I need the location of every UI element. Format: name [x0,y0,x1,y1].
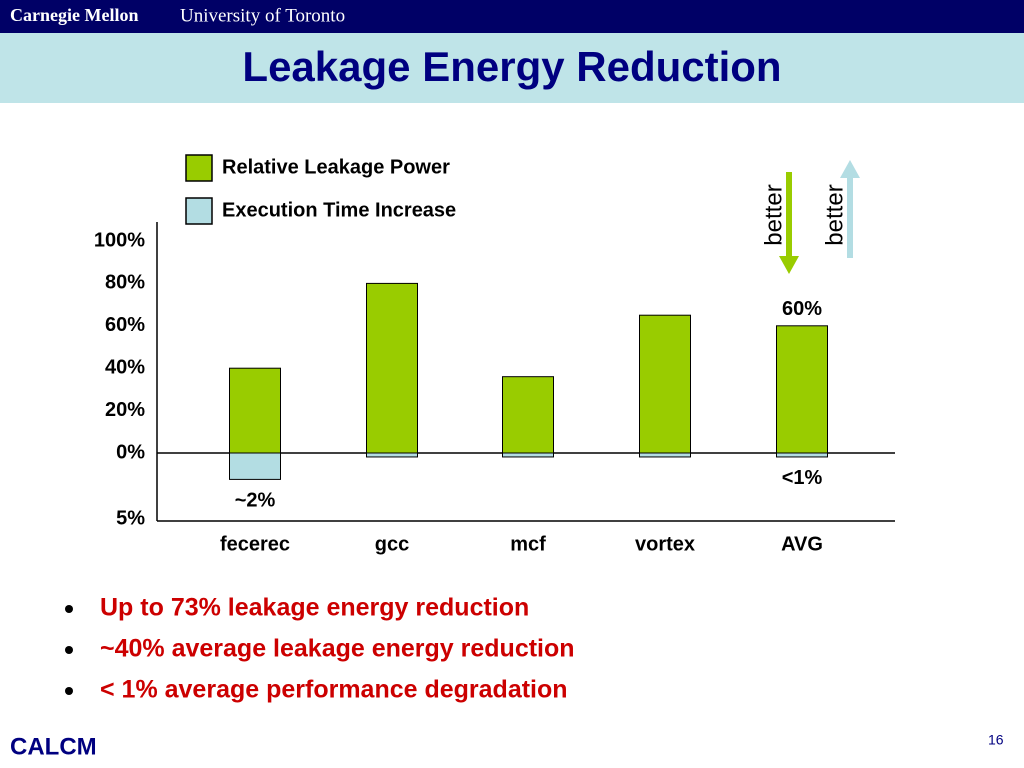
bar [776,452,828,458]
bullet: Up to 73% leakage energy reduction [100,594,529,622]
page-number: 16 [988,732,1004,748]
y-tick-label: 80% [105,272,145,294]
y2-tick-label: 5% [116,507,145,529]
slide-title: Leakage Energy Reduction [242,43,781,90]
bullet: < 1% average performance degradation [100,676,568,704]
bar [502,452,554,458]
x-tick-label: gcc [375,533,409,555]
y-tick-label: 100% [94,229,145,251]
title-band [0,33,1024,103]
bar [502,376,554,454]
bullet-dot [65,687,73,695]
arrow-head [779,256,799,274]
bar [366,452,418,458]
x-tick-label: fecerec [220,533,290,555]
bar [229,452,281,480]
legend-swatch [185,197,213,225]
legend-label: Relative Leakage Power [222,156,450,178]
value-label: <1% [782,467,823,489]
header-left: Carnegie Mellon [10,5,138,25]
arrow-head [840,160,860,178]
y-tick-label: 40% [105,356,145,378]
y-tick-label: 0% [116,441,145,463]
bar [776,325,828,454]
annotation: better [821,184,848,245]
x-tick-label: mcf [510,533,546,555]
x-tick-label: AVG [781,533,823,555]
bar [366,282,418,454]
bar [229,367,281,454]
y-tick-label: 20% [105,399,145,421]
y-tick-label: 60% [105,314,145,336]
bar [639,452,691,458]
bullet-dot [65,646,73,654]
footer: CALCM [10,733,97,760]
bullet-dot [65,605,73,613]
bullet: ~40% average leakage energy reduction [100,635,575,663]
annotation: better [760,184,787,245]
x-tick-label: vortex [635,533,695,555]
value-label: 60% [782,298,822,320]
value-label: ~2% [235,490,276,512]
legend-label: Execution Time Increase [222,199,456,221]
header-right: University of Toronto [180,5,345,26]
header-bar [0,0,1024,33]
legend-swatch [185,154,213,182]
bar [639,314,691,454]
